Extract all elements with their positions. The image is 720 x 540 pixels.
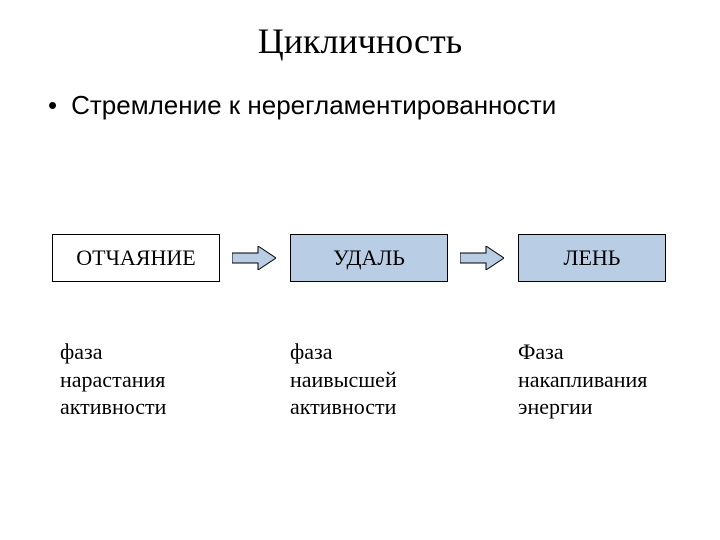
- flow-box-2: ЛЕНЬ: [518, 234, 666, 282]
- arrow-icon-1: [460, 246, 504, 270]
- flow-caption-1: фаза наивысшей активности: [290, 338, 460, 421]
- bullet-line: Стремление к нерегламентированности: [48, 90, 678, 121]
- arrow-icon-0: [232, 246, 276, 270]
- flow-box-1: УДАЛЬ: [290, 234, 448, 282]
- flow-caption-0: фаза нарастания активности: [60, 338, 230, 421]
- flow-caption-2: Фаза накапливания энергии: [518, 338, 698, 421]
- slide-title: Цикличность: [0, 20, 720, 62]
- flow-box-0: ОТЧАЯНИЕ: [52, 234, 220, 282]
